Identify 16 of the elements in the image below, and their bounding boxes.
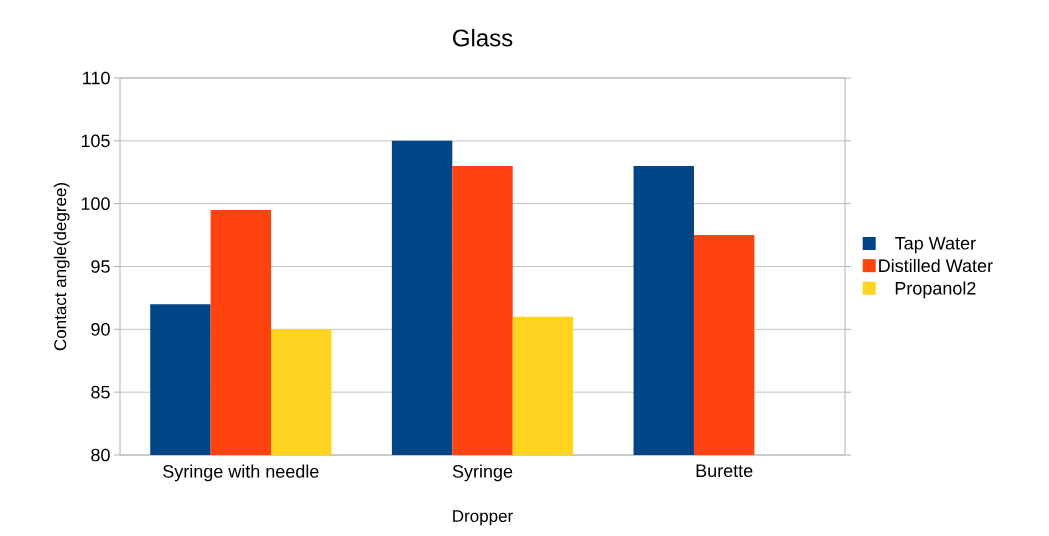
legend-label: Distilled Water: [879, 258, 993, 273]
x-tick-label: Syringe: [452, 464, 513, 482]
x-tick-label: Burette: [696, 464, 753, 478]
legend-label: Tap Water: [895, 237, 976, 254]
legend-label: Propanol2: [895, 281, 976, 299]
y-tick-label: 80: [91, 448, 110, 462]
chart-title: Glass: [453, 28, 513, 47]
y-tick-label: 110: [83, 71, 110, 85]
y-tick-label: 105: [81, 134, 110, 148]
y-axis-title: Contact angle(degree): [53, 183, 70, 351]
y-tick-label: 90: [91, 322, 110, 336]
y-tick-label: 100: [81, 197, 110, 211]
y-tick-label: 95: [91, 260, 110, 273]
y-tick-label: 85: [91, 385, 110, 399]
x-axis-title: Dropper: [453, 510, 513, 526]
x-tick-label: Syringe with needle: [163, 464, 319, 482]
